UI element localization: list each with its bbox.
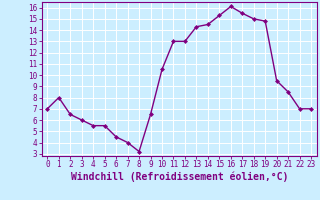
X-axis label: Windchill (Refroidissement éolien,°C): Windchill (Refroidissement éolien,°C) bbox=[70, 172, 288, 182]
